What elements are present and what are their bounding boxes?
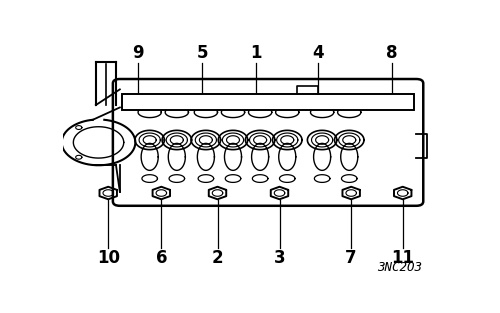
Text: 5: 5: [196, 44, 208, 62]
Text: 9: 9: [132, 44, 144, 62]
Text: 8: 8: [386, 44, 398, 62]
Text: 11: 11: [391, 249, 414, 267]
Text: 3NC2O3: 3NC2O3: [377, 261, 422, 274]
Text: 6: 6: [156, 249, 167, 267]
Text: 7: 7: [346, 249, 357, 267]
Text: 4: 4: [312, 44, 324, 62]
FancyBboxPatch shape: [122, 94, 414, 110]
Text: 3: 3: [274, 249, 285, 267]
Text: 2: 2: [212, 249, 224, 267]
Text: 10: 10: [96, 249, 120, 267]
FancyBboxPatch shape: [113, 79, 424, 206]
Text: 1: 1: [250, 44, 262, 62]
